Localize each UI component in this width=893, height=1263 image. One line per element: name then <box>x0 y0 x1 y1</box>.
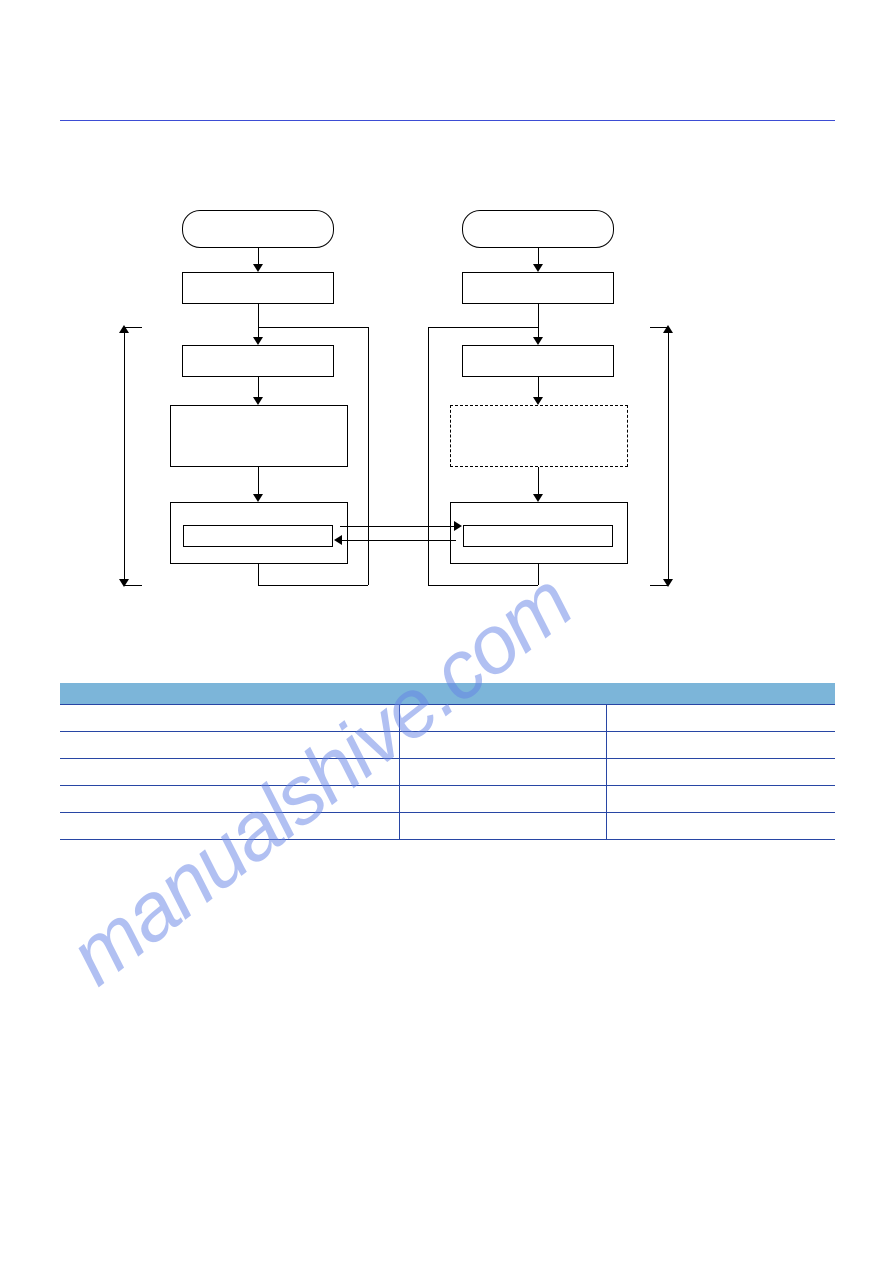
box4-left-inner <box>183 525 333 547</box>
table-row <box>60 813 835 840</box>
loop-line <box>538 564 539 585</box>
table-cell <box>400 732 607 758</box>
table-header-cell <box>400 683 607 704</box>
table-cell <box>400 786 607 812</box>
arrow-v <box>538 304 539 339</box>
arrow-head <box>533 494 543 502</box>
arrow-head <box>533 264 543 272</box>
table-cell <box>60 759 400 785</box>
box3-right <box>450 405 628 467</box>
box1-left <box>182 272 334 304</box>
arrow-head <box>334 535 342 545</box>
loop-line <box>258 585 368 586</box>
box2-right <box>462 345 614 377</box>
table-cell <box>60 786 400 812</box>
table-row <box>60 705 835 732</box>
arrow-v <box>258 304 259 339</box>
arrow-head <box>454 521 462 531</box>
table-header-cell <box>60 683 400 704</box>
arrow-head <box>533 397 543 405</box>
start-right <box>462 210 614 248</box>
loop-line <box>258 327 368 328</box>
table-cell <box>607 759 835 785</box>
flowchart <box>120 210 680 640</box>
table-cell <box>607 786 835 812</box>
loop-line <box>428 327 429 585</box>
arrow-head <box>533 337 543 345</box>
arrow-head <box>253 494 263 502</box>
cross-arrow-bottom <box>340 540 456 541</box>
table-cell <box>60 732 400 758</box>
box4-left <box>170 502 348 564</box>
table-header-cell <box>607 683 835 704</box>
arrow-v <box>538 467 539 496</box>
arrow-v <box>258 377 259 399</box>
arrow-head <box>253 264 263 272</box>
box3-left <box>170 405 348 467</box>
table-cell <box>607 732 835 758</box>
loop-line <box>428 585 538 586</box>
box1-right <box>462 272 614 304</box>
table-header-row <box>60 683 835 705</box>
table-cell <box>607 705 835 731</box>
table-cell <box>400 705 607 731</box>
box4-right <box>450 502 628 564</box>
table-cell <box>400 813 607 839</box>
table-cell <box>400 759 607 785</box>
loop-line <box>368 327 369 585</box>
arrow-head <box>253 337 263 345</box>
table-cell <box>60 813 400 839</box>
arrow-head <box>253 397 263 405</box>
table-row <box>60 732 835 759</box>
table-cell <box>607 813 835 839</box>
data-table <box>60 683 835 840</box>
table-row <box>60 786 835 813</box>
arrow-v <box>538 377 539 399</box>
cross-arrow-top <box>340 526 456 527</box>
loop-line <box>428 327 538 328</box>
table-row <box>60 759 835 786</box>
start-left <box>182 210 334 248</box>
box2-left <box>182 345 334 377</box>
header-divider <box>60 120 835 121</box>
arrow-v <box>258 467 259 496</box>
table-cell <box>60 705 400 731</box>
loop-line <box>258 564 259 585</box>
box4-right-inner <box>463 525 613 547</box>
